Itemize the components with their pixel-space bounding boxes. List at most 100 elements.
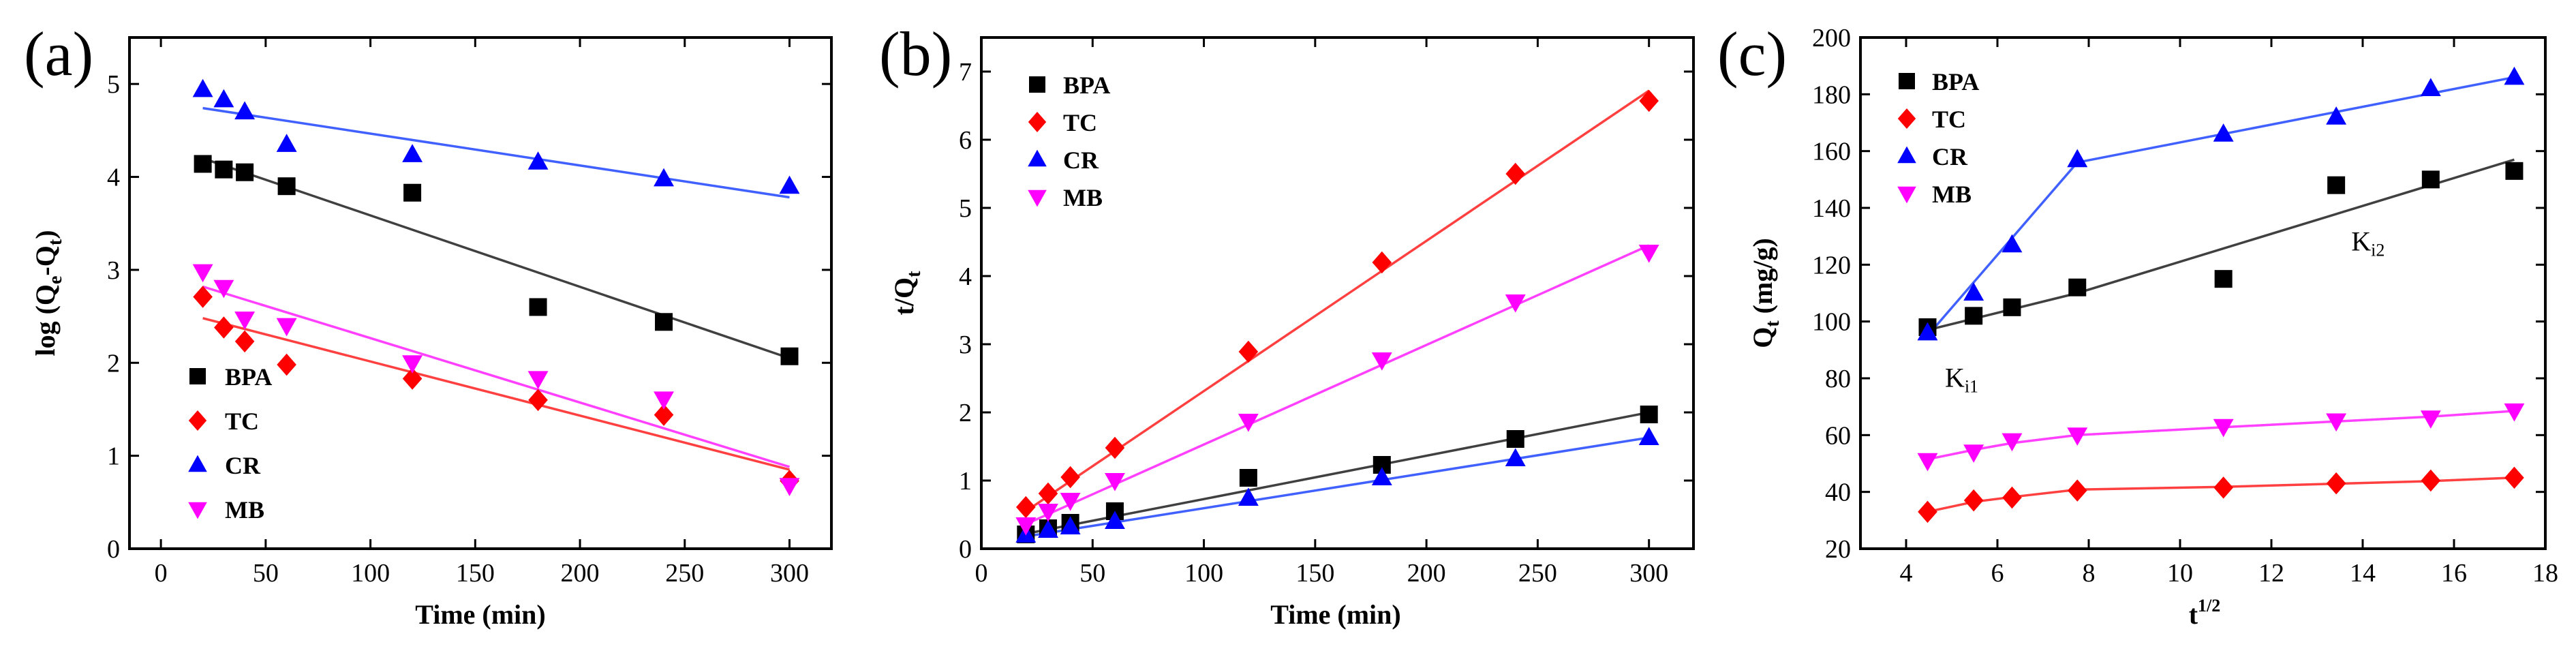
x-tick-label: 250 xyxy=(665,559,704,588)
data-point-cr xyxy=(1963,282,1984,301)
y-tick-label: 200 xyxy=(1812,24,1851,52)
y-tick-label: 140 xyxy=(1812,194,1851,223)
x-tick-label: 6 xyxy=(1991,559,2004,588)
data-point-bpa xyxy=(2214,270,2233,288)
y-tick-label: 6 xyxy=(959,126,972,155)
svg-text:TC: TC xyxy=(1932,106,1966,133)
data-point-tc xyxy=(1372,251,1392,274)
data-point-cr xyxy=(2002,234,2023,253)
y-tick-label: 20 xyxy=(1825,535,1851,564)
y-tick-label: 120 xyxy=(1812,251,1851,279)
y-tick-label: 3 xyxy=(107,256,120,285)
data-point-tc xyxy=(1918,500,1937,523)
data-point-cr xyxy=(2504,66,2525,85)
x-tick-label: 4 xyxy=(1900,559,1913,588)
svg-text:TC: TC xyxy=(225,408,259,435)
data-point-mb xyxy=(1238,413,1259,432)
data-point-mb xyxy=(2002,433,2023,452)
figure-panel-c: (c) 4 6 8 10 12 14 16 18 20 40 60 80 100 120 140 160 180… xyxy=(1717,0,2576,653)
data-point-tc xyxy=(2067,479,2087,502)
data-point-cr xyxy=(1505,448,1526,467)
data-points-c xyxy=(1917,66,2525,523)
y-tick-label: 60 xyxy=(1825,421,1851,450)
data-point-tc xyxy=(1963,489,1984,512)
annotation-ki1: Ki1 xyxy=(1945,363,1978,397)
data-point-bpa xyxy=(2068,278,2087,297)
data-point-tc xyxy=(214,316,234,339)
data-point-bpa xyxy=(215,160,233,179)
x-tick-label: 10 xyxy=(2167,559,2193,588)
x-tick-label: 300 xyxy=(1629,559,1668,588)
data-point-mb xyxy=(2326,413,2347,432)
data-point-tc xyxy=(2002,486,2022,509)
data-point-tc xyxy=(1238,340,1259,363)
fit-line-bpa xyxy=(202,157,791,360)
data-point-mb xyxy=(527,371,549,390)
annotations-c: Ki1 Ki2 xyxy=(1945,226,2385,397)
fit-line-tc xyxy=(1025,89,1650,513)
y-tick-label: 7 xyxy=(959,58,972,87)
figure-panel-a: (a) 0 50 100 150 200 250 300 0 1 2 3 4 5 Time (min) … xyxy=(0,0,859,653)
x-tick-label: 200 xyxy=(1407,559,1446,588)
data-point-bpa xyxy=(1965,307,1983,325)
data-point-mb xyxy=(1104,472,1125,491)
y-tick-label: 0 xyxy=(107,535,120,564)
data-point-mb xyxy=(1371,352,1392,371)
data-points-a xyxy=(192,78,800,496)
fit-lines-a xyxy=(202,106,791,471)
data-point-tc xyxy=(1060,466,1080,489)
legend-item-mb: MB xyxy=(1897,181,1972,208)
x-tick-label: 8 xyxy=(2083,559,2096,588)
x-tick-label: 150 xyxy=(1295,559,1334,588)
data-point-mb xyxy=(2067,427,2088,446)
data-point-tc xyxy=(528,389,548,412)
data-point-mb xyxy=(1505,294,1526,313)
fit-lines-c xyxy=(1927,76,2515,513)
legend-marker-mb xyxy=(1028,189,1047,207)
data-point-cr xyxy=(192,78,213,97)
data-point-bpa xyxy=(780,347,799,365)
plot-frame-a xyxy=(128,36,833,550)
y-tick-label: 160 xyxy=(1812,138,1851,166)
data-point-mb xyxy=(213,279,234,299)
data-point-cr xyxy=(2326,106,2347,125)
data-point-cr xyxy=(527,151,549,170)
panel-label-c: (c) xyxy=(1717,19,1787,89)
tick-group-a: 0 50 100 150 200 250 300 0 1 2 3 4 5 xyxy=(107,37,831,588)
data-point-tc xyxy=(234,330,255,353)
data-point-cr xyxy=(1638,427,1659,446)
y-tick-label: 0 xyxy=(959,535,972,564)
data-point-cr xyxy=(2420,78,2441,97)
fit-line-bpa xyxy=(1025,411,1650,535)
x-tick-label: 14 xyxy=(2350,559,2376,588)
chart-b-svg: (b) 0 50 100 150 200 250 300 0 1 2 3 4 5 6 7 Time (min… xyxy=(879,19,1695,630)
fit-line-cr xyxy=(1026,436,1649,538)
y-tick-label: 4 xyxy=(959,262,972,291)
svg-text:CR: CR xyxy=(225,452,261,479)
svg-text:TC: TC xyxy=(1063,109,1097,136)
fit-lines-b xyxy=(1025,89,1650,538)
data-point-tc xyxy=(1105,436,1125,459)
data-point-cr xyxy=(1371,467,1392,486)
tick-group-c: 4 6 8 10 12 14 16 18 20 40 60 80 100 120 140 160 180 200 xyxy=(1812,24,2558,588)
fit-line-mb xyxy=(1025,244,1650,526)
x-tick-label: 0 xyxy=(975,559,988,588)
data-point-cr xyxy=(402,144,423,162)
data-point-tc xyxy=(2421,469,2441,492)
x-tick-label: 50 xyxy=(253,559,279,588)
data-point-cr xyxy=(1038,519,1058,538)
fit-line-tc xyxy=(202,317,790,471)
legend-item-tc: TC xyxy=(1897,106,1966,133)
x-tick-label: 200 xyxy=(561,559,600,588)
data-point-mb xyxy=(192,264,213,283)
data-point-tc xyxy=(1639,89,1659,112)
data-point-cr xyxy=(213,89,234,108)
legend-item-cr: CR xyxy=(188,452,261,479)
legend-marker-tc xyxy=(1897,108,1916,129)
fit-line-cr xyxy=(202,106,790,199)
x-axis-title-b: Time (min) xyxy=(1270,599,1400,630)
data-point-cr xyxy=(654,168,674,187)
legend-a: BPA TC CR MB xyxy=(188,363,272,523)
data-point-mb xyxy=(1015,517,1037,536)
